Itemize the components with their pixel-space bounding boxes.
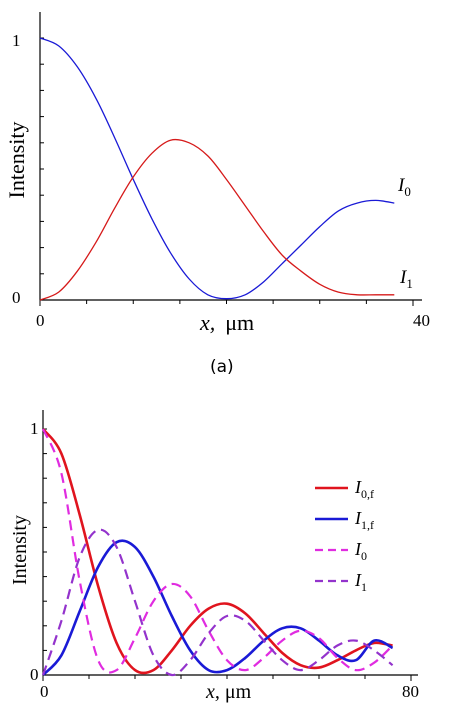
minor-ticks	[39, 37, 414, 306]
series-line-i1f	[42, 539, 394, 676]
series-line-i1	[39, 138, 395, 301]
x-tick-label-min: 0	[40, 682, 49, 701]
legend-label: I0,f	[354, 477, 374, 501]
legend-label: I0	[354, 539, 367, 563]
x-axis-title: x, μm	[205, 681, 252, 703]
x-tick-label-min: 0	[36, 311, 45, 330]
curve-label-i1: I1	[399, 267, 413, 291]
series-line-i1	[41, 528, 394, 677]
x-axis-var: x,	[205, 681, 220, 703]
y-tick-label-min: 0	[12, 288, 21, 307]
legend-label: I1	[354, 570, 367, 594]
panel-label-a: (a)	[210, 357, 234, 377]
x-axis-unit: μm	[225, 310, 254, 335]
curves	[39, 37, 395, 301]
x-axis-title: x, μm	[199, 310, 254, 335]
legend-label: I1,f	[354, 508, 374, 532]
series-line-i0	[41, 428, 394, 674]
y-tick-label-max: 1	[30, 419, 39, 438]
y-axis-title: Intensity	[4, 122, 29, 199]
panel-a: 1 0 0 40 Intensity x, μm (a) I0 I1	[4, 12, 430, 377]
minor-ticks	[42, 428, 412, 681]
y-tick-label-min: 0	[30, 665, 39, 684]
y-axis-title: Intensity	[9, 515, 31, 585]
curves	[41, 428, 394, 677]
series-line-i0	[39, 37, 395, 300]
panel-b: 1 0 0 80 Intensity x, μm I0,f I1,f I0 I1	[9, 410, 419, 703]
x-tick-label-max: 80	[402, 682, 419, 701]
x-tick-label-max: 40	[413, 311, 430, 330]
x-axis-var: x,	[199, 310, 215, 335]
curve-label-i0: I0	[397, 175, 411, 199]
series-line-i0f	[41, 428, 393, 675]
legend: I0,f I1,f I0 I1	[315, 477, 374, 594]
y-tick-label-max: 1	[12, 31, 21, 50]
x-axis-unit: μm	[225, 681, 252, 703]
